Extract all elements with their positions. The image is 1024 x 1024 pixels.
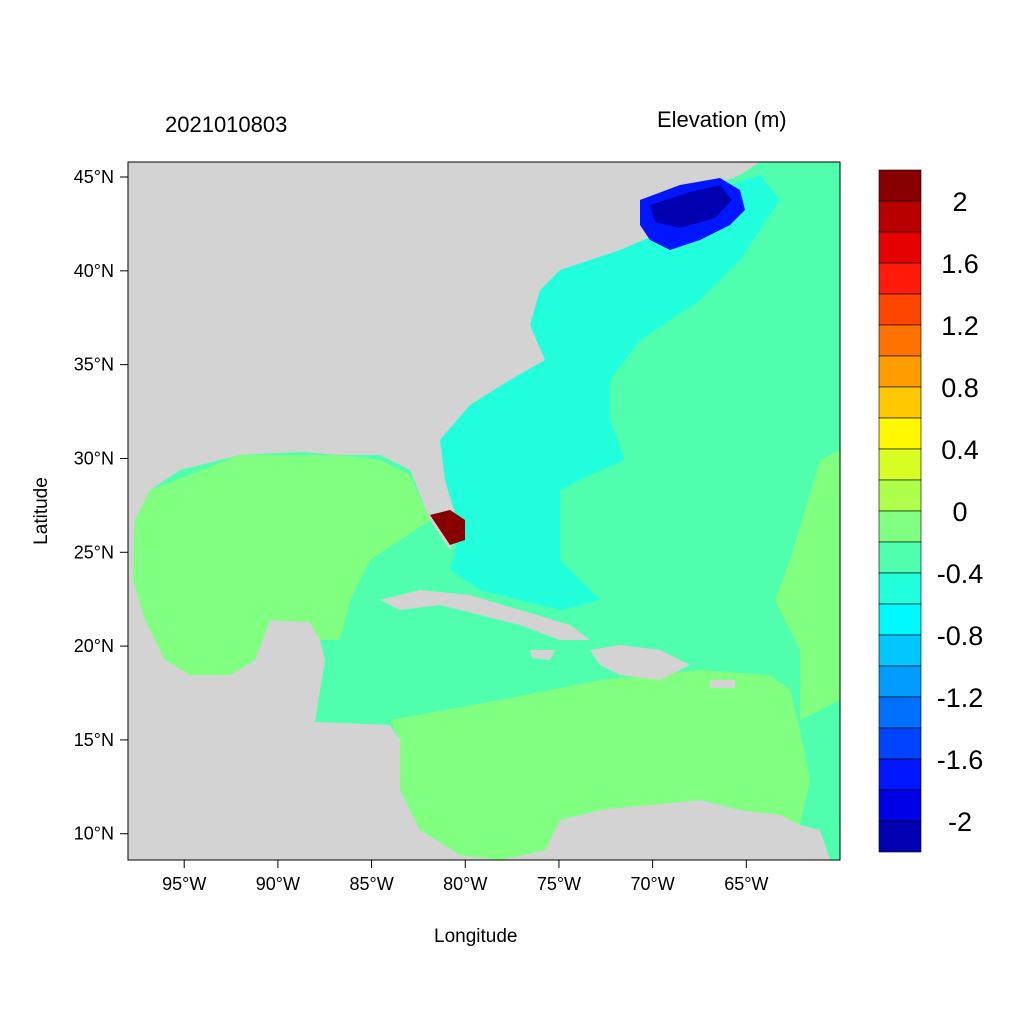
y-tick-label: 20°N — [74, 636, 114, 656]
colorbar-label: -2 — [948, 807, 972, 837]
x-tick-label: 75°W — [537, 874, 581, 894]
colorbar-box — [878, 820, 922, 853]
colorbar-label: 0 — [952, 497, 967, 527]
south-florida-surge — [430, 510, 465, 545]
colorbar-box — [878, 727, 922, 760]
x-tick-label: 65°W — [724, 874, 768, 894]
x-tick-label: 90°W — [256, 874, 300, 894]
plot-frame — [127, 161, 841, 861]
colorbar-box — [878, 541, 922, 574]
x-axis-label: Longitude — [434, 926, 518, 947]
jamaica — [530, 650, 555, 660]
colorbar-label: -0.8 — [937, 621, 984, 651]
colorbar-box — [878, 696, 922, 729]
colorbar-box — [878, 665, 922, 698]
hispaniola — [590, 645, 690, 680]
colorbar-box — [878, 758, 922, 791]
colorbar-box — [878, 572, 922, 605]
y-axis-label: Latitude — [31, 477, 52, 545]
puerto-rico — [710, 680, 735, 688]
colorbar-box — [878, 324, 922, 357]
gulf-of-maine-core — [650, 185, 732, 228]
cuba — [380, 590, 590, 640]
colorbar-box — [878, 479, 922, 512]
colorbar-label: 0.8 — [941, 373, 979, 403]
colorbar-box — [878, 200, 922, 233]
colorbar: 2 1.6 1.2 0.8 0.4 0 -0.4 -0.8 -1.2 -1.6 -2 — [878, 169, 984, 853]
ocean-western-atlantic — [440, 175, 780, 610]
colorbar-label: 0.4 — [941, 435, 979, 465]
variable-title: Elevation (m) — [657, 107, 787, 132]
colorbar-box — [878, 386, 922, 419]
colorbar-box — [878, 603, 922, 636]
colorbar-box — [878, 448, 922, 481]
colorbar-label: 1.6 — [941, 249, 979, 279]
colorbar-label: -0.4 — [937, 559, 984, 589]
southern-caribbean — [390, 670, 810, 860]
eastern-atlantic-patch — [775, 450, 840, 720]
x-tick-label: 85°W — [349, 874, 393, 894]
y-tick-label: 45°N — [74, 167, 114, 187]
colorbar-box — [878, 231, 922, 264]
y-tick-label: 35°N — [74, 355, 114, 375]
colorbar-box — [878, 510, 922, 543]
colorbar-box — [878, 293, 922, 326]
y-tick-label: 30°N — [74, 448, 114, 468]
colorbar-label: 1.2 — [941, 311, 979, 341]
colorbar-label: -1.2 — [937, 683, 984, 713]
x-tick-label: 70°W — [631, 874, 675, 894]
date-title: 2021010803 — [165, 112, 288, 137]
y-tick-label: 10°N — [74, 824, 114, 844]
colorbar-box — [878, 789, 922, 822]
colorbar-box — [878, 355, 922, 388]
gulf-of-mexico — [133, 455, 430, 675]
colorbar-box — [878, 634, 922, 667]
colorbar-box — [878, 169, 922, 202]
x-tick-label: 95°W — [162, 874, 206, 894]
colorbar-box — [878, 417, 922, 450]
colorbar-label: 2 — [952, 187, 967, 217]
y-tick-label: 15°N — [74, 730, 114, 750]
y-tick-label: 25°N — [74, 542, 114, 562]
colorbar-label: -1.6 — [937, 745, 984, 775]
x-tick-label: 80°W — [443, 874, 487, 894]
colorbar-box — [878, 262, 922, 295]
y-tick-label: 40°N — [74, 261, 114, 281]
